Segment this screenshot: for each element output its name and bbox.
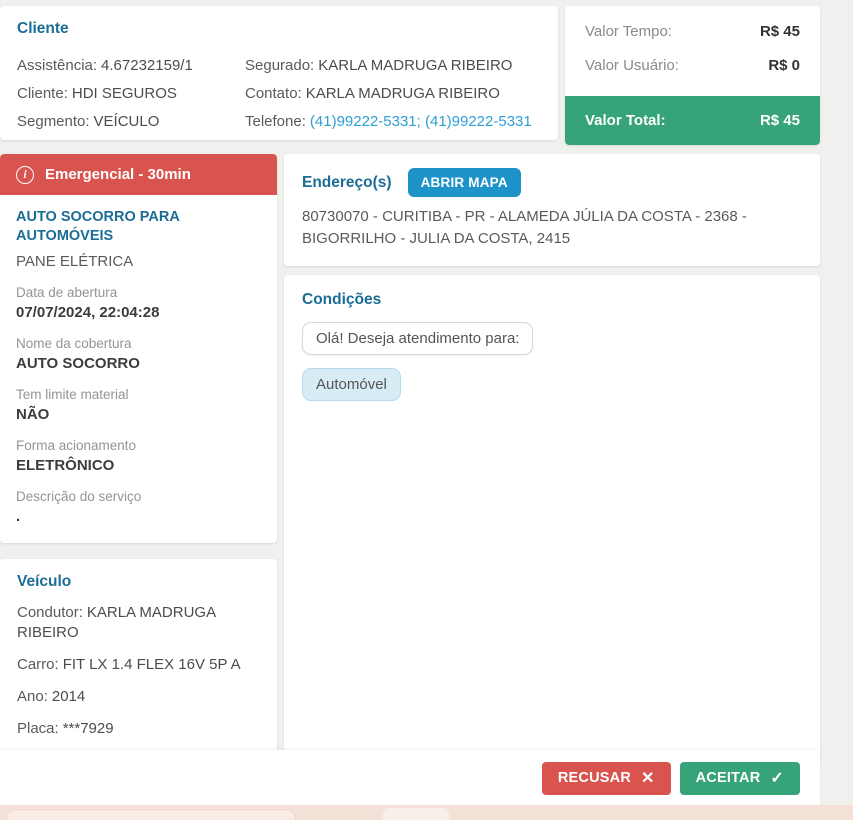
- check-icon: ✓: [770, 770, 784, 787]
- emergency-banner-label: Emergencial - 30min: [45, 166, 191, 183]
- value-total-bar: Valor Total: R$ 45: [565, 96, 820, 145]
- value-user-row: Valor Usuário: R$ 0: [565, 57, 820, 74]
- plate-row: Placa: ***7929: [17, 719, 260, 739]
- segment-value: VEÍCULO: [93, 113, 160, 130]
- client-value: HDI SEGUROS: [71, 85, 177, 102]
- values-card: Valor Tempo: R$ 45 Valor Usuário: R$ 0 V…: [565, 6, 820, 145]
- value-total-label: Valor Total:: [585, 112, 666, 129]
- address-card: Endereço(s) ABRIR MAPA 80730070 - CURITI…: [284, 154, 820, 266]
- assistance-label: Assistência:: [17, 57, 98, 74]
- phone-row: Telefone: (41)99222-5331; (41)99222-5331: [245, 112, 532, 132]
- material-limit-value: NÃO: [16, 406, 50, 423]
- value-user-label: Valor Usuário:: [585, 57, 679, 74]
- accept-button-label: ACEITAR: [695, 770, 761, 786]
- value-user-amount: R$ 0: [768, 57, 800, 74]
- main-row: i Emergencial - 30min AUTO SOCORRO PARA …: [0, 154, 820, 766]
- open-date-label: Data de abertura: [16, 285, 118, 300]
- right-column: Endereço(s) ABRIR MAPA 80730070 - CURITI…: [284, 154, 820, 766]
- phone-label: Telefone:: [245, 113, 306, 130]
- condition-question-chip: Olá! Deseja atendimento para:: [302, 322, 534, 355]
- client-name-row: Cliente: HDI SEGUROS: [17, 84, 245, 104]
- address-text: 80730070 - CURITIBA - PR - ALAMEDA JÚLIA…: [302, 208, 747, 247]
- value-total-amount: R$ 45: [759, 112, 800, 129]
- trigger-mode-label: Forma acionamento: [16, 438, 137, 453]
- address-card-title: Endereço(s): [302, 173, 392, 191]
- car-value: FIT LX 1.4 FLEX 16V 5P A: [62, 656, 241, 673]
- segment-row: Segmento: VEÍCULO: [17, 112, 245, 132]
- material-limit-field: Tem limite material NÃO: [16, 387, 261, 423]
- contact-value: KARLA MADRUGA RIBEIRO: [305, 85, 500, 102]
- car-label: Carro:: [17, 656, 59, 673]
- plate-label: Placa:: [17, 720, 59, 737]
- client-label: Cliente:: [17, 85, 68, 102]
- client-card-title: Cliente: [17, 20, 69, 37]
- address-header: Endereço(s) ABRIR MAPA: [302, 168, 802, 197]
- driver-row: Condutor: KARLA MADRUGA RIBEIRO: [17, 603, 260, 643]
- background-page-strip: [0, 805, 853, 820]
- contact-label: Contato:: [245, 85, 302, 102]
- open-date-field: Data de abertura 07/07/2024, 22:04:28: [16, 285, 261, 321]
- dispatch-modal: Cliente Assistência: 4.67232159/1 Cliente…: [0, 6, 820, 766]
- phone-link[interactable]: (41)99222-5331; (41)99222-5331: [309, 113, 532, 130]
- service-name: AUTO SOCORRO PARA AUTOMÓVEIS: [16, 209, 180, 244]
- vehicle-card-title: Veículo: [17, 573, 72, 590]
- action-footer: RECUSAR ✕ ACEITAR ✓: [0, 750, 820, 806]
- driver-value: KARLA MADRUGA RIBEIRO: [17, 604, 216, 641]
- insured-value: KARLA MADRUGA RIBEIRO: [318, 57, 513, 74]
- service-card: i Emergencial - 30min AUTO SOCORRO PARA …: [0, 154, 277, 543]
- vehicle-card: Veículo Condutor: KARLA MADRUGA RIBEIRO C…: [0, 559, 277, 766]
- background-shape: [6, 809, 296, 820]
- open-date-value: 07/07/2024, 22:04:28: [16, 304, 160, 321]
- conditions-card: Condições Olá! Deseja atendimento para: …: [284, 275, 820, 766]
- service-type: PANE ELÉTRICA: [16, 253, 134, 270]
- x-icon: ✕: [641, 770, 655, 787]
- coverage-name-field: Nome da cobertura AUTO SOCORRO: [16, 336, 261, 372]
- service-description-label: Descrição do serviço: [16, 489, 142, 504]
- left-column: i Emergencial - 30min AUTO SOCORRO PARA …: [0, 154, 277, 766]
- service-card-body: AUTO SOCORRO PARA AUTOMÓVEIS PANE ELÉTRI…: [0, 195, 277, 543]
- insured-label: Segurado:: [245, 57, 315, 74]
- contact-row: Contato: KARLA MADRUGA RIBEIRO: [245, 84, 532, 104]
- client-columns: Assistência: 4.67232159/1 Cliente: HDI SEG…: [17, 48, 541, 132]
- open-map-button[interactable]: ABRIR MAPA: [407, 168, 521, 197]
- assistance-value: 4.67232159/1: [101, 57, 193, 74]
- year-label: Ano:: [17, 688, 48, 705]
- assistance-number-row: Assistência: 4.67232159/1: [17, 56, 245, 76]
- info-icon: i: [16, 165, 34, 184]
- year-row: Ano: 2014: [17, 687, 260, 707]
- segment-label: Segmento:: [17, 113, 90, 130]
- client-column-2: Segurado: KARLA MADRUGA RIBEIRO Contato: K…: [245, 48, 532, 132]
- coverage-name-value: AUTO SOCORRO: [16, 355, 140, 372]
- driver-label: Condutor:: [17, 604, 83, 621]
- client-column-1: Assistência: 4.67232159/1 Cliente: HDI SEG…: [17, 48, 245, 132]
- emergency-banner: i Emergencial - 30min: [0, 154, 277, 195]
- coverage-name-label: Nome da cobertura: [16, 336, 132, 351]
- service-description-field: Descrição do serviço .: [16, 489, 261, 525]
- background-shape: [383, 808, 449, 820]
- car-row: Carro: FIT LX 1.4 FLEX 16V 5P A: [17, 655, 260, 675]
- reject-button[interactable]: RECUSAR ✕: [541, 761, 671, 795]
- insured-row: Segurado: KARLA MADRUGA RIBEIRO: [245, 56, 532, 76]
- material-limit-label: Tem limite material: [16, 387, 129, 402]
- reject-button-label: RECUSAR: [557, 770, 631, 786]
- client-card: Cliente Assistência: 4.67232159/1 Cliente…: [0, 6, 558, 140]
- conditions-card-title: Condições: [302, 291, 382, 308]
- plate-value: ***7929: [62, 720, 114, 737]
- trigger-mode-value: ELETRÔNICO: [16, 457, 115, 474]
- accept-button[interactable]: ACEITAR ✓: [679, 761, 800, 795]
- trigger-mode-field: Forma acionamento ELETRÔNICO: [16, 438, 261, 474]
- top-row: Cliente Assistência: 4.67232159/1 Cliente…: [0, 6, 820, 145]
- condition-answer-chip: Automóvel: [302, 368, 401, 401]
- value-time-amount: R$ 45: [759, 23, 800, 40]
- service-description-value: .: [16, 508, 21, 525]
- value-time-label: Valor Tempo:: [585, 23, 672, 40]
- conditions-messages: Olá! Deseja atendimento para: Automóvel: [302, 309, 802, 401]
- value-time-row: Valor Tempo: R$ 45: [565, 23, 820, 40]
- year-value: 2014: [51, 688, 86, 705]
